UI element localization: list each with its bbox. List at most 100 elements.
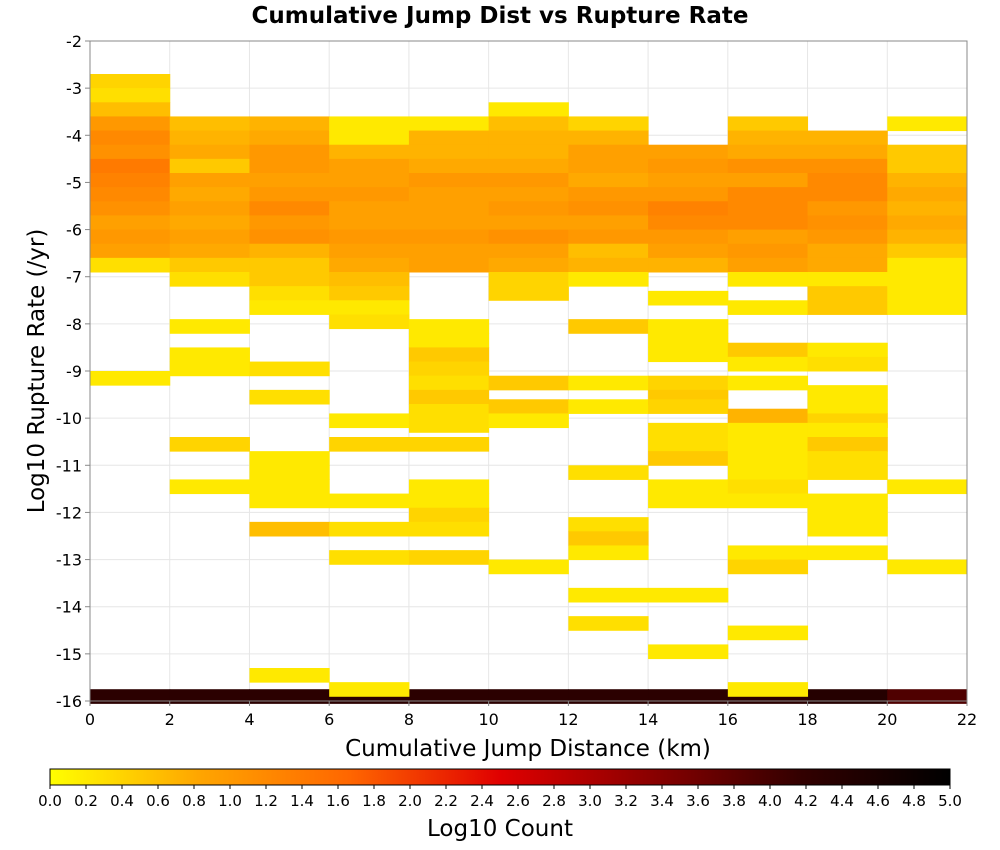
colorbar-label: Log10 Count — [427, 816, 573, 842]
heatmap-cell — [568, 243, 649, 259]
x-tick-label: 4 — [244, 710, 254, 729]
heatmap-cell — [488, 399, 569, 414]
heatmap-cell — [568, 187, 649, 202]
colorbar-tick-label: 2.8 — [542, 792, 566, 810]
heatmap-cell — [169, 272, 250, 287]
heatmap-cell — [329, 493, 410, 509]
heatmap-cell — [727, 479, 809, 495]
heatmap-cell — [807, 130, 888, 146]
heatmap-cell — [727, 559, 809, 575]
heatmap-cell — [648, 347, 729, 363]
heatmap-cell — [90, 102, 171, 117]
heatmap-cell — [408, 144, 490, 160]
heatmap-cell — [727, 144, 809, 160]
heatmap-cell — [807, 507, 888, 523]
heatmap-cell — [249, 201, 330, 216]
heatmap-cell — [329, 286, 410, 301]
heatmap-cell — [648, 144, 729, 160]
heatmap-cell — [90, 229, 171, 245]
heatmap-cell — [727, 682, 809, 697]
heatmap-cell — [408, 158, 490, 174]
heatmap-cell — [727, 545, 809, 561]
heatmap-cell — [249, 257, 330, 273]
heatmap-cell — [727, 215, 809, 231]
chart-title: Cumulative Jump Dist vs Rupture Rate — [252, 3, 749, 29]
heatmap-cell — [329, 300, 410, 315]
heatmap-cell — [408, 215, 490, 231]
heatmap-cell — [807, 144, 888, 160]
heatmap-cell — [807, 545, 888, 561]
heatmap-cell — [887, 300, 968, 315]
heatmap-cell — [249, 521, 330, 537]
heatmap-cell — [90, 187, 171, 202]
heatmap-cell — [249, 668, 330, 683]
heatmap-cell — [249, 272, 330, 287]
y-tick-label: -16 — [56, 692, 82, 711]
heatmap-cell — [807, 465, 888, 480]
heatmap-cell — [727, 158, 809, 174]
heatmap-cell — [568, 375, 649, 391]
heatmap-cell — [727, 187, 809, 202]
heatmap-cell — [169, 158, 250, 174]
colorbar — [49, 768, 951, 786]
heatmap-cell — [727, 130, 809, 146]
heatmap-cell — [807, 187, 888, 202]
heatmap-cell — [408, 418, 490, 433]
heatmap-cell — [887, 144, 968, 160]
x-tick-label: 2 — [165, 710, 175, 729]
heatmap-cell — [807, 342, 888, 358]
heatmap-cell — [807, 493, 888, 509]
heatmap-cell — [90, 116, 171, 132]
x-tick-label: 22 — [957, 710, 977, 729]
heatmap-cell — [249, 187, 330, 202]
heatmap-cell — [887, 187, 968, 202]
heatmap-cell — [568, 215, 649, 231]
heatmap-cell — [408, 689, 490, 704]
heatmap-cell — [169, 347, 250, 363]
colorbar-tick-label: 2.6 — [506, 792, 530, 810]
colorbar-tick-label: 4.6 — [866, 792, 890, 810]
heatmap-cell — [807, 399, 888, 414]
heatmap-cell — [648, 229, 729, 245]
heatmap-cell — [807, 173, 888, 188]
x-tick-label: 18 — [797, 710, 817, 729]
heatmap-cell — [90, 130, 171, 146]
colorbar-tick-label: 1.8 — [362, 792, 386, 810]
y-tick-label: -2 — [66, 32, 82, 51]
heatmap-cell — [568, 517, 649, 532]
x-tick-label: 6 — [324, 710, 334, 729]
heatmap-cell — [807, 286, 888, 301]
heatmap-cell — [488, 158, 569, 174]
y-axis-label: Log10 Rupture Rate (/yr) — [24, 229, 50, 514]
x-tick-label: 16 — [718, 710, 738, 729]
heatmap-cell — [648, 201, 729, 216]
colorbar-tick-label: 2.2 — [434, 792, 458, 810]
heatmap-cell — [408, 375, 490, 391]
heatmap-cell — [488, 144, 569, 160]
heatmap-cell — [807, 356, 888, 372]
heatmap-cell — [727, 342, 809, 358]
y-tick-label: -14 — [56, 598, 82, 617]
heatmap-cell — [887, 243, 968, 259]
y-tick-label: -15 — [56, 645, 82, 664]
colorbar-tick-label: 3.4 — [650, 792, 674, 810]
heatmap-cell — [329, 682, 410, 697]
heatmap-cell — [807, 229, 888, 245]
heatmap-cell — [887, 215, 968, 231]
heatmap-cell — [408, 550, 490, 565]
heatmap-cell — [648, 375, 729, 391]
heatmap-cell — [568, 531, 649, 546]
heatmap-cell — [727, 116, 809, 132]
heatmap-cell — [408, 493, 490, 509]
heatmap-cell — [169, 215, 250, 231]
heatmap-cell — [488, 116, 569, 132]
heatmap-cell — [90, 158, 171, 174]
heatmap-cell — [329, 272, 410, 287]
heatmap-cell — [568, 229, 649, 245]
heatmap-cell — [648, 644, 729, 660]
heatmap-cell — [727, 437, 809, 452]
heatmap-cell — [408, 257, 490, 273]
heatmap-cell — [408, 243, 490, 259]
heatmap-cell — [249, 465, 330, 480]
heatmap-cell — [727, 465, 809, 480]
